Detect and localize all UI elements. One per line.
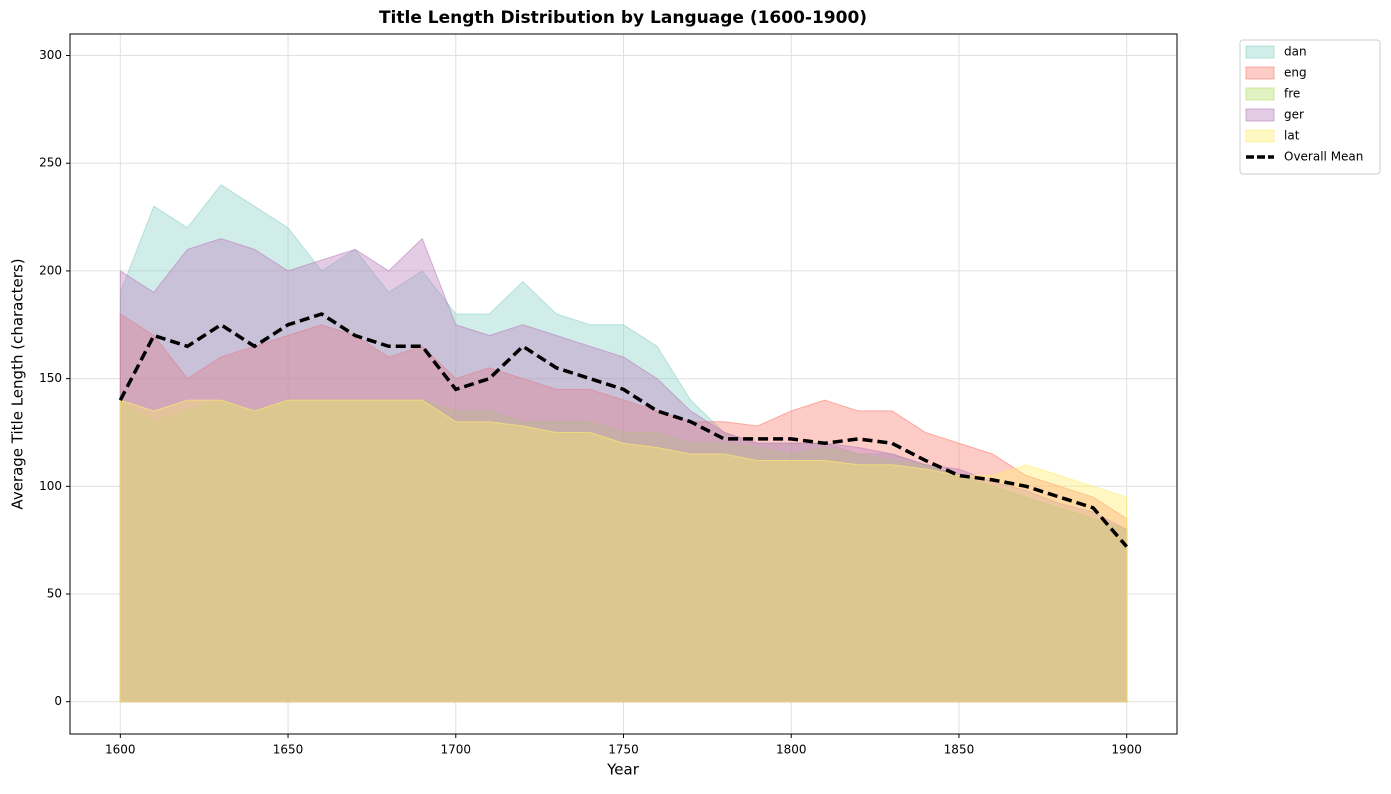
- legend-label: lat: [1284, 129, 1300, 143]
- x-tick-label: 1800: [776, 743, 807, 757]
- y-tick-label: 250: [39, 156, 62, 170]
- chart-title: Title Length Distribution by Language (1…: [379, 8, 867, 28]
- x-tick-label: 1750: [608, 743, 639, 757]
- x-tick-label: 1900: [1111, 743, 1142, 757]
- y-tick-label: 50: [47, 587, 62, 601]
- legend-label: eng: [1284, 66, 1307, 80]
- mean-line: [118, 312, 1129, 548]
- y-tick-label: 150: [39, 371, 62, 385]
- legend-swatch: [1245, 129, 1275, 143]
- y-tick-label: 100: [39, 479, 62, 493]
- x-tick-label: 1600: [105, 743, 136, 757]
- y-tick-label: 300: [39, 48, 62, 62]
- legend-swatch: [1245, 108, 1275, 122]
- x-tick-label: 1850: [944, 743, 975, 757]
- legend-label: Overall Mean: [1284, 150, 1363, 164]
- legend-swatch: [1245, 87, 1275, 101]
- x-tick-label: 1650: [273, 743, 304, 757]
- legend-label: dan: [1284, 45, 1307, 59]
- plot-frame: [69, 33, 1178, 735]
- y-tick-label: 200: [39, 263, 62, 277]
- legend-box: [1239, 39, 1381, 175]
- legend-swatch: [1245, 66, 1275, 80]
- y-tick-label: 0: [54, 694, 62, 708]
- area: [119, 313, 1128, 703]
- area: [119, 237, 1128, 703]
- x-axis-label: Year: [606, 761, 640, 779]
- legend-swatch: [1245, 45, 1275, 59]
- y-axis-label: Average Title Length (characters): [9, 258, 27, 509]
- area: [119, 399, 1128, 703]
- legend-label: fre: [1284, 87, 1300, 101]
- x-tick-label: 1700: [440, 743, 471, 757]
- legend-label: ger: [1284, 108, 1304, 122]
